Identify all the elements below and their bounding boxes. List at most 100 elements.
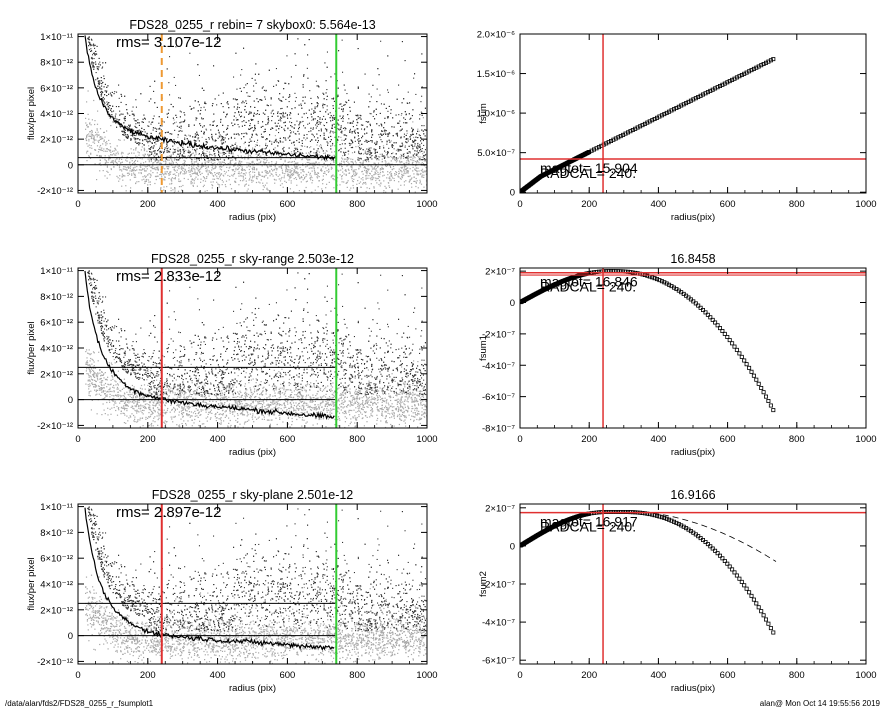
scatter-point-dark (407, 138, 409, 140)
scatter-point-light (336, 177, 339, 179)
scatter-point-dark (166, 146, 168, 148)
scatter-point-dark (233, 115, 235, 117)
scatter-point-dark (95, 61, 97, 63)
scatter-point-light (88, 144, 90, 146)
scatter-point-dark (401, 145, 403, 147)
scatter-point-dark (149, 140, 151, 142)
scatter-point-dark (245, 132, 247, 134)
scatter-point-dark (141, 143, 143, 145)
scatter-point-light (399, 156, 401, 158)
scatter-point-light (275, 174, 278, 176)
scatter-point-light (204, 178, 206, 180)
scatter-point-dark (286, 114, 288, 116)
scatter-point-dark (289, 121, 291, 123)
scatter-point-light (176, 163, 178, 165)
scatter-point-light (140, 169, 143, 171)
scatter-point-dark (189, 52, 191, 54)
scatter-point-light (403, 172, 405, 174)
scatter-point-dark (182, 121, 184, 123)
scatter-point-dark (105, 91, 107, 93)
scatter-point-light (385, 191, 387, 193)
scatter-point-dark (334, 117, 336, 119)
scatter-point-dark (156, 154, 158, 156)
scatter-point-dark (403, 122, 405, 124)
scatter-point-light (405, 165, 407, 168)
scatter-point-light (186, 157, 188, 159)
scatter-point-dark (241, 69, 243, 71)
scatter-point-light (411, 177, 413, 179)
scatter-point-light (259, 162, 262, 164)
scatter-point-light (187, 149, 189, 151)
scatter-point-light (120, 169, 122, 171)
scatter-point-dark (113, 110, 115, 112)
scatter-point-light (103, 148, 105, 150)
scatter-point-light (138, 152, 140, 154)
scatter-point-light (263, 159, 265, 161)
scatter-point-light (404, 145, 406, 147)
scatter-point-light (358, 176, 360, 178)
scatter-point-dark (303, 137, 305, 139)
scatter-point-light (258, 173, 260, 175)
scatter-point-light (159, 177, 161, 180)
scatter-point-dark (136, 130, 138, 132)
scatter-point-dark (237, 106, 239, 108)
scatter-point-dark (133, 129, 135, 131)
scatter-point-light (383, 180, 385, 182)
scatter-point-dark (382, 133, 384, 135)
scatter-point-light (107, 171, 109, 173)
scatter-point-dark (90, 43, 92, 45)
scatter-point-light (419, 151, 421, 153)
scatter-point-dark (220, 118, 222, 120)
scatter-point-dark (220, 121, 222, 123)
scatter-point-dark (173, 139, 175, 141)
scatter-point-light (147, 158, 149, 160)
scatter-point-light (203, 197, 204, 198)
scatter-point-light (379, 169, 381, 171)
scatter-point-dark (403, 155, 405, 157)
scatter-point-light (312, 179, 314, 182)
scatter-point-light (248, 184, 250, 186)
scatter-point-light (111, 160, 113, 162)
scatter-point-light (127, 174, 129, 177)
scatter-point-dark (293, 150, 295, 152)
scatter-point-light (201, 136, 203, 138)
scatter-point-light (308, 152, 310, 154)
scatter-point-dark (302, 96, 304, 98)
scatter-point-dark (283, 146, 285, 148)
scatter-point-dark (206, 156, 208, 158)
scatter-point-dark (400, 145, 402, 147)
scatter-point-dark (255, 82, 257, 84)
scatter-point-dark (375, 151, 377, 153)
scatter-point-dark (197, 158, 199, 160)
scatter-point-dark (233, 119, 235, 121)
scatter-point-light (143, 178, 145, 180)
scatter-point-dark (412, 146, 414, 148)
scatter-point-light (145, 175, 147, 177)
scatter-point-dark (368, 140, 370, 142)
scatter-point-dark (407, 152, 409, 154)
scatter-point-dark (271, 143, 273, 145)
scatter-point-light (305, 152, 307, 154)
scatter-point-light (178, 178, 180, 180)
scatter-point-dark (277, 112, 279, 114)
scatter-point-light (168, 198, 169, 199)
scatter-point-dark (89, 42, 91, 44)
scatter-point-light (258, 172, 260, 174)
scatter-point-dark (214, 98, 216, 100)
scatter-point-dark (387, 117, 389, 119)
scatter-point-dark (178, 159, 180, 161)
scatter-point-dark (379, 146, 381, 148)
scatter-point-dark (270, 128, 272, 130)
scatter-point-dark (376, 142, 378, 144)
scatter-point-dark (258, 153, 260, 155)
scatter-point-light (187, 178, 189, 180)
scatter-point-light (149, 164, 151, 166)
scatter-point-light (177, 147, 179, 149)
scatter-point-dark (232, 145, 234, 147)
scatter-point-dark (294, 100, 296, 102)
scatter-point-light (142, 165, 144, 167)
scatter-point-light (269, 175, 271, 177)
scatter-point-light (144, 170, 146, 172)
scatter-point-light (192, 152, 194, 154)
scatter-point-light (156, 175, 158, 177)
